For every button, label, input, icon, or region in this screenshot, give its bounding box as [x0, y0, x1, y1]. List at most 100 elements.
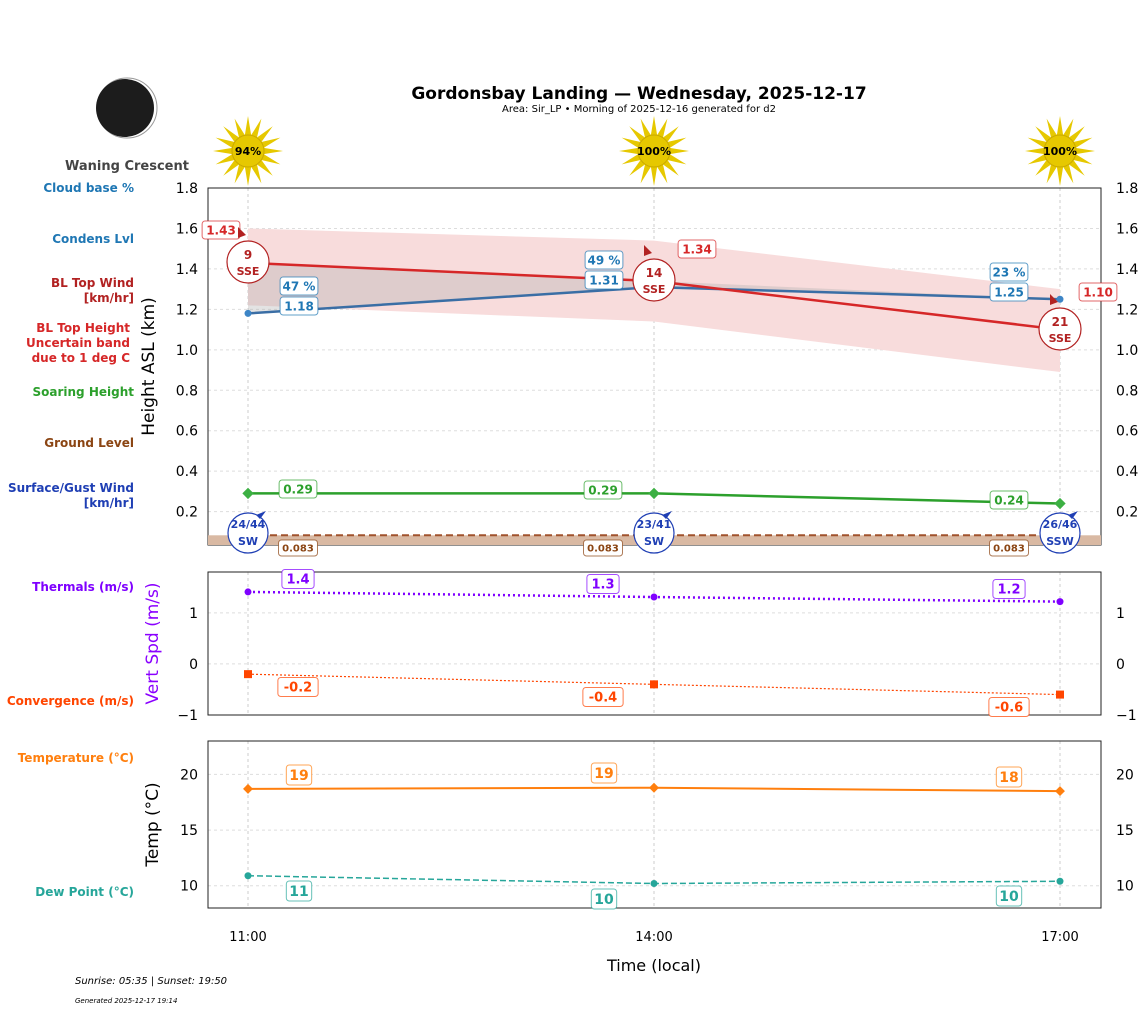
- y-tick-label: 1.4: [176, 262, 198, 278]
- soaring-height-label: 0.29: [283, 482, 313, 496]
- y-tick-label: 1: [189, 606, 198, 622]
- y-tick-label: 0.8: [176, 383, 198, 399]
- surface-wind-speed: 24/44: [231, 518, 266, 531]
- y-tick-label: 1.6: [176, 221, 198, 237]
- thermals-point: [1056, 598, 1064, 606]
- bl-top-wind-speed: 9: [244, 248, 252, 262]
- surface-wind-arrow-icon: [256, 511, 266, 519]
- ground-level-label: 0.083: [587, 544, 619, 555]
- cloud-base-label: 23 %: [993, 265, 1026, 279]
- surface-wind-arrow-icon: [1068, 511, 1078, 519]
- legend-label: [km/hr]: [84, 291, 134, 305]
- soaring-point: [1054, 497, 1066, 510]
- x-axis-label: Time (local): [606, 956, 701, 975]
- legend-label: [km/hr]: [84, 496, 134, 510]
- ground-level-label-box: [583, 539, 623, 557]
- bl-top-wind-circle: [226, 240, 270, 284]
- surface-wind-speed: 26/46: [1043, 518, 1078, 531]
- legend-label: Surface/Gust Wind: [8, 481, 134, 495]
- thermals-label-box: [281, 569, 315, 589]
- bl-top-wind-circle: [1038, 307, 1082, 351]
- dew-point-label-box: [590, 888, 618, 910]
- page-subtitle: Area: Sir_LP • Morning of 2025-12-16 gen…: [502, 104, 776, 115]
- surface-wind-circle: [227, 512, 269, 554]
- generated-time: Generated 2025-12-17 19:14: [75, 997, 177, 1005]
- dew-point-label-box: [285, 880, 313, 902]
- y-tick-label-right: 0.6: [1116, 424, 1138, 440]
- condens-point: [1056, 295, 1064, 303]
- surface-wind-direction: SW: [238, 535, 258, 548]
- cloud-base-label: 49 %: [588, 253, 621, 267]
- x-tick-label: 14:00: [635, 930, 672, 945]
- x-tick-label: 17:00: [1041, 930, 1078, 945]
- y-tick-label-right: 1.0: [1116, 343, 1138, 359]
- ground-level-label: 0.083: [993, 544, 1025, 555]
- ground-level-label-box: [278, 539, 318, 557]
- soaring-height-label-box: [583, 480, 623, 500]
- temperature-point: [1055, 786, 1065, 797]
- y-axis-label: Vert Spd (m/s): [143, 582, 163, 704]
- legend-label: BL Top Wind: [51, 276, 134, 290]
- sun-icon: [213, 116, 283, 186]
- sun-icon: [619, 116, 689, 186]
- soaring-height-label: 0.24: [994, 493, 1024, 507]
- y-tick-label: 1.0: [176, 343, 198, 359]
- y-tick-label-right: 1.6: [1116, 221, 1138, 237]
- temperature-point: [649, 782, 659, 793]
- bl-top-wind-direction: SSE: [237, 265, 260, 278]
- y-axis-label: Height ASL (km): [139, 297, 159, 436]
- legend-label: Dew Point (°C): [35, 885, 134, 899]
- convergence-point: [650, 680, 658, 689]
- surface-wind-circle: [633, 512, 675, 554]
- cloud-base-label-box: [989, 262, 1029, 282]
- bl-top-label-box: [677, 239, 717, 259]
- convergence-label-box: [988, 697, 1030, 717]
- y-tick-label: 0: [189, 657, 198, 673]
- sun-disc: [1043, 134, 1077, 168]
- sun-percent-label: 100%: [1043, 145, 1077, 158]
- bl-top-label: 1.34: [682, 242, 712, 256]
- y-tick-label-right: 20: [1116, 767, 1134, 783]
- bl-top-wind-speed: 21: [1052, 315, 1069, 329]
- y-axis-label: Temp (°C): [143, 782, 163, 867]
- soaring-height-label-box: [278, 479, 318, 499]
- temperature-label-box: [590, 762, 618, 784]
- legend-label: Thermals (m/s): [32, 580, 134, 594]
- convergence-label-box: [277, 677, 319, 697]
- moon-phase-label: Waning Crescent: [65, 159, 189, 174]
- legend-label: Temperature (°C): [18, 751, 134, 765]
- thermals-point: [244, 588, 252, 596]
- soaring-point: [648, 487, 660, 500]
- sun-disc: [231, 134, 265, 168]
- y-tick-label-right: 1.4: [1116, 262, 1138, 278]
- surface-wind-arrow-icon: [662, 511, 672, 519]
- legend-label: Uncertain band: [26, 336, 130, 350]
- soaring-point: [242, 487, 254, 500]
- y-tick-label-right: 10: [1116, 879, 1134, 895]
- y-tick-label: 0.4: [176, 464, 198, 480]
- bl-top-wind-arrow-icon: [238, 227, 246, 238]
- sun-percent-label: 94%: [235, 145, 261, 158]
- legend-label: Soaring Height: [33, 385, 135, 399]
- convergence-label-box: [582, 687, 624, 707]
- temperature-label: 19: [594, 766, 613, 782]
- bl-top-label: 1.10: [1083, 285, 1113, 299]
- thermals-label: 1.3: [591, 578, 614, 593]
- surface-wind-circle: [1039, 512, 1081, 554]
- condens-level-label-box: [584, 270, 624, 290]
- y-tick-label-right: 0.8: [1116, 383, 1138, 399]
- y-tick-label-right: 1.8: [1116, 181, 1138, 197]
- bl-top-wind-arrow-icon: [644, 245, 652, 256]
- dew-point-point: [650, 880, 658, 888]
- dew-point-point: [1056, 877, 1064, 885]
- plot-frame: [207, 740, 1102, 909]
- ground-level-label: 0.083: [282, 544, 314, 555]
- y-tick-label: 0.6: [176, 424, 198, 440]
- cloud-base-label-box: [279, 276, 319, 296]
- dew-point-label: 10: [594, 892, 614, 908]
- soaring-height-label: 0.29: [588, 483, 618, 497]
- cloud-fill: [248, 262, 1060, 314]
- y-tick-label: 1.8: [176, 181, 198, 197]
- condens-level-label-box: [279, 296, 319, 316]
